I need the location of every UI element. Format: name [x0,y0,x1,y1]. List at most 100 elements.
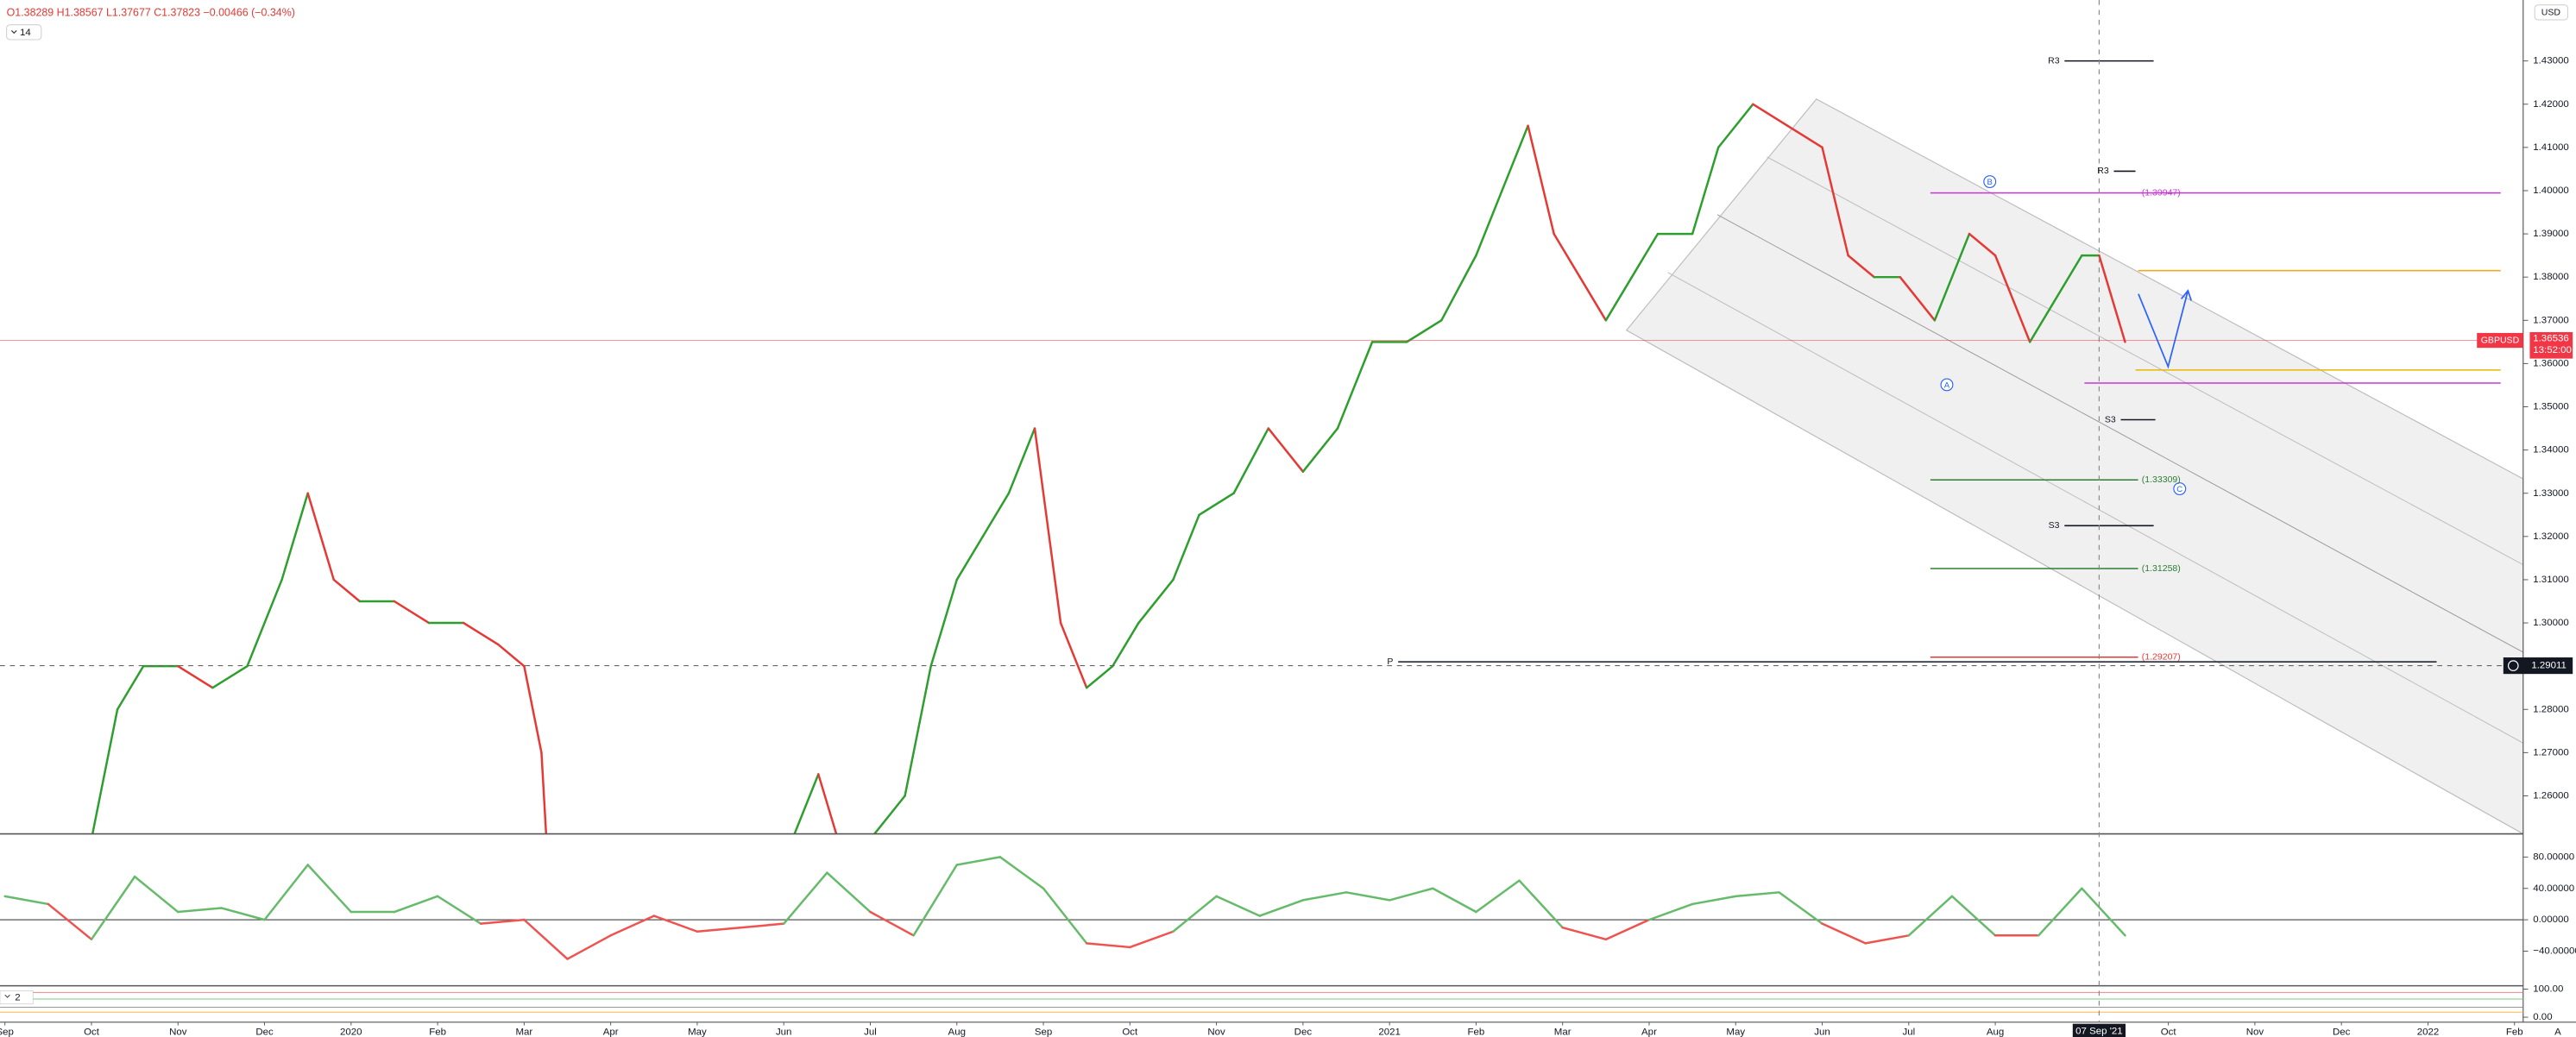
data-segment [1440,254,1477,322]
data-segment [1950,895,1997,937]
x-tick-label: Nov [1207,1027,1225,1037]
data-segment [1993,254,2031,343]
y-tick-label: 0.00 [2533,1012,2552,1022]
data-segment [1821,922,1867,945]
data-segment [1501,124,1529,192]
data-segment [220,907,266,921]
stoch-panel [0,991,2523,1013]
data-segment [90,875,136,941]
x-tick-label: Nov [2246,1027,2264,1037]
data-segment [1042,887,1088,945]
data-segment [48,839,91,883]
x-tick-label: 2022 [2417,1027,2440,1037]
data-segment [393,600,431,625]
data-segment [1172,513,1200,581]
x-tick-label: Aug [948,1027,966,1037]
wave-labels: A B C [1940,175,2187,496]
level-label: (1.29207) [2142,652,2181,663]
x-tick-label: Dec [2333,1027,2351,1037]
x-tick-label: Mar [1554,1027,1571,1037]
y-tick-label: 1.27000 [2533,747,2568,757]
level-label: (1.33309) [2142,475,2181,485]
data-segment [872,795,906,834]
data-segment [912,864,959,937]
x-tick-label: May [688,1027,707,1037]
currency-label[interactable]: USD [2541,8,2561,18]
price-tag-value: 1.36536 [2533,334,2568,344]
data-segment [1475,879,1521,914]
data-segment [1336,341,1374,430]
indicator-count[interactable]: 2 [15,993,20,1003]
data-segment [1933,232,1971,322]
data-segment [1085,664,1114,689]
data-segment [540,751,548,834]
x-tick-label: Oct [1122,1027,1138,1037]
data-segment [793,773,820,834]
data-segment [566,934,612,960]
data-segment [1388,887,1434,902]
x-tick-label: 2020 [340,1027,362,1037]
auto-scale-button[interactable]: A [2554,1027,2561,1037]
data-segment [91,708,119,834]
crosshair-icon [2507,660,2519,671]
data-segment [462,621,500,646]
data-segment [697,839,740,883]
data-segment [1691,895,1737,906]
data-segment [1604,918,1651,941]
data-segment [826,871,872,914]
y-tick-label: 1.28000 [2533,704,2568,714]
data-segment [1232,427,1270,494]
y-tick-label: 1.37000 [2533,315,2568,325]
data-segment [1215,895,1261,917]
data-segment [1129,930,1175,949]
data-segment [133,875,180,914]
y-tick-label: 40.00000 [2533,883,2574,894]
data-segment [246,578,283,668]
x-tick-label: Jul [1902,1027,1915,1037]
data-segment [1518,879,1564,929]
oscillator-plot [0,856,2523,960]
x-tick-label: Oct [84,1027,100,1037]
data-segment [523,918,569,960]
indicator-toggle[interactable] [0,990,34,1005]
data-segment [611,861,654,883]
data-segment [1345,891,1391,902]
data-segment [177,664,214,689]
data-segment [2098,254,2126,343]
level-label: R3 [2048,55,2060,66]
data-segment [955,856,1002,866]
level-label: (1.31258) [2142,563,2181,574]
pitchfork [1625,98,2523,834]
data-segment [116,664,145,711]
x-tick-label: Jul [864,1027,877,1037]
data-segment [1752,103,1789,128]
crosshair-price-tag [2503,657,2573,675]
crosshair-price-label: 1.29011 [2531,661,2567,671]
data-segment [1778,891,1823,925]
data-segment [1821,146,1849,257]
wave-label: A [1944,380,1950,390]
y-tick-label: 1.42000 [2533,99,2568,110]
data-segment [654,839,697,861]
x-tick-label: Dec [1294,1027,1313,1037]
data-segment [497,643,526,668]
data-segment [1691,146,1720,236]
y-tick-label: 1.31000 [2533,575,2568,585]
y-tick-label: −40.00000 [2533,946,2576,957]
interval-button[interactable] [6,24,42,41]
data-segment [1735,891,1780,898]
data-segment [436,895,482,925]
data-segment [1968,232,1997,257]
data-segment [393,895,439,914]
data-segment [609,914,656,937]
data-segment [2028,297,2057,343]
data-segment [981,492,1011,538]
level-label: P [1387,657,1393,667]
currency-button[interactable] [2534,4,2568,21]
x-tick-label: 2021 [1378,1027,1401,1037]
data-segment [740,861,784,883]
data-segment [1864,934,1911,945]
interval-label[interactable]: 14 [20,28,31,38]
x-tick-label: Sep [1035,1027,1052,1037]
